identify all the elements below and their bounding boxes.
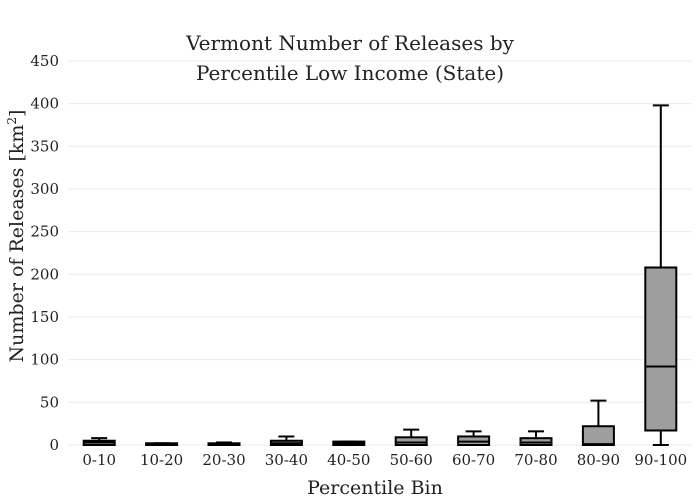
x-tick-label: 60-70 bbox=[452, 451, 495, 469]
iqr-box bbox=[644, 266, 678, 432]
box-80-90 bbox=[581, 399, 615, 446]
y-axis-label-text: Number of Releases [km bbox=[6, 125, 28, 363]
y-tick-label: 450 bbox=[30, 52, 59, 70]
y-axis-label-end: ] bbox=[6, 110, 28, 117]
y-tick-label: 0 bbox=[49, 436, 59, 454]
x-tick-label: 20-30 bbox=[202, 451, 245, 469]
x-tick-label: 0-10 bbox=[82, 451, 116, 469]
chart-title-line-1: Vermont Number of Releases by bbox=[185, 31, 515, 55]
y-axis-label-superscript: 2 bbox=[5, 117, 19, 125]
iqr-box bbox=[394, 436, 428, 447]
x-tick-label: 80-90 bbox=[577, 451, 620, 469]
x-tick-label: 40-50 bbox=[327, 451, 370, 469]
box-90-100 bbox=[644, 104, 678, 446]
boxes bbox=[82, 104, 678, 447]
chart-title-line-2: Percentile Low Income (State) bbox=[196, 61, 504, 85]
y-tick-label: 400 bbox=[30, 95, 59, 113]
x-tick-label: 70-80 bbox=[514, 451, 557, 469]
y-tick-label: 50 bbox=[40, 393, 59, 411]
y-tick-label: 250 bbox=[30, 223, 59, 241]
box-30-40 bbox=[269, 435, 303, 447]
x-axis-label: Percentile Bin bbox=[307, 477, 443, 499]
box-60-70 bbox=[457, 430, 491, 447]
chart-title: Vermont Number of Releases by Percentile… bbox=[185, 31, 515, 85]
y-axis-ticks: 0 50 100 150 200 250 300 350 400 450 bbox=[30, 52, 59, 454]
y-axis-label: Number of Releases [km2] bbox=[5, 110, 28, 363]
box-0-10 bbox=[82, 437, 116, 447]
y-tick-label: 300 bbox=[30, 180, 59, 198]
y-tick-label: 150 bbox=[30, 308, 59, 326]
x-axis-ticks: 0-10 10-20 20-30 30-40 40-50 50-60 60-70 70-80 8… bbox=[82, 451, 687, 469]
x-tick-label: 50-60 bbox=[390, 451, 433, 469]
y-tick-label: 100 bbox=[30, 351, 59, 369]
x-tick-label: 30-40 bbox=[265, 451, 308, 469]
x-tick-label: 10-20 bbox=[140, 451, 183, 469]
y-tick-label: 350 bbox=[30, 137, 59, 155]
iqr-box bbox=[581, 425, 615, 446]
box-10-20 bbox=[145, 442, 179, 447]
y-gridlines bbox=[68, 60, 692, 446]
y-tick-label: 200 bbox=[30, 265, 59, 283]
box-20-30 bbox=[207, 441, 241, 447]
box-70-80 bbox=[519, 430, 553, 447]
box-40-50 bbox=[332, 440, 366, 447]
x-tick-label: 90-100 bbox=[634, 451, 687, 469]
box-50-60 bbox=[394, 428, 428, 447]
